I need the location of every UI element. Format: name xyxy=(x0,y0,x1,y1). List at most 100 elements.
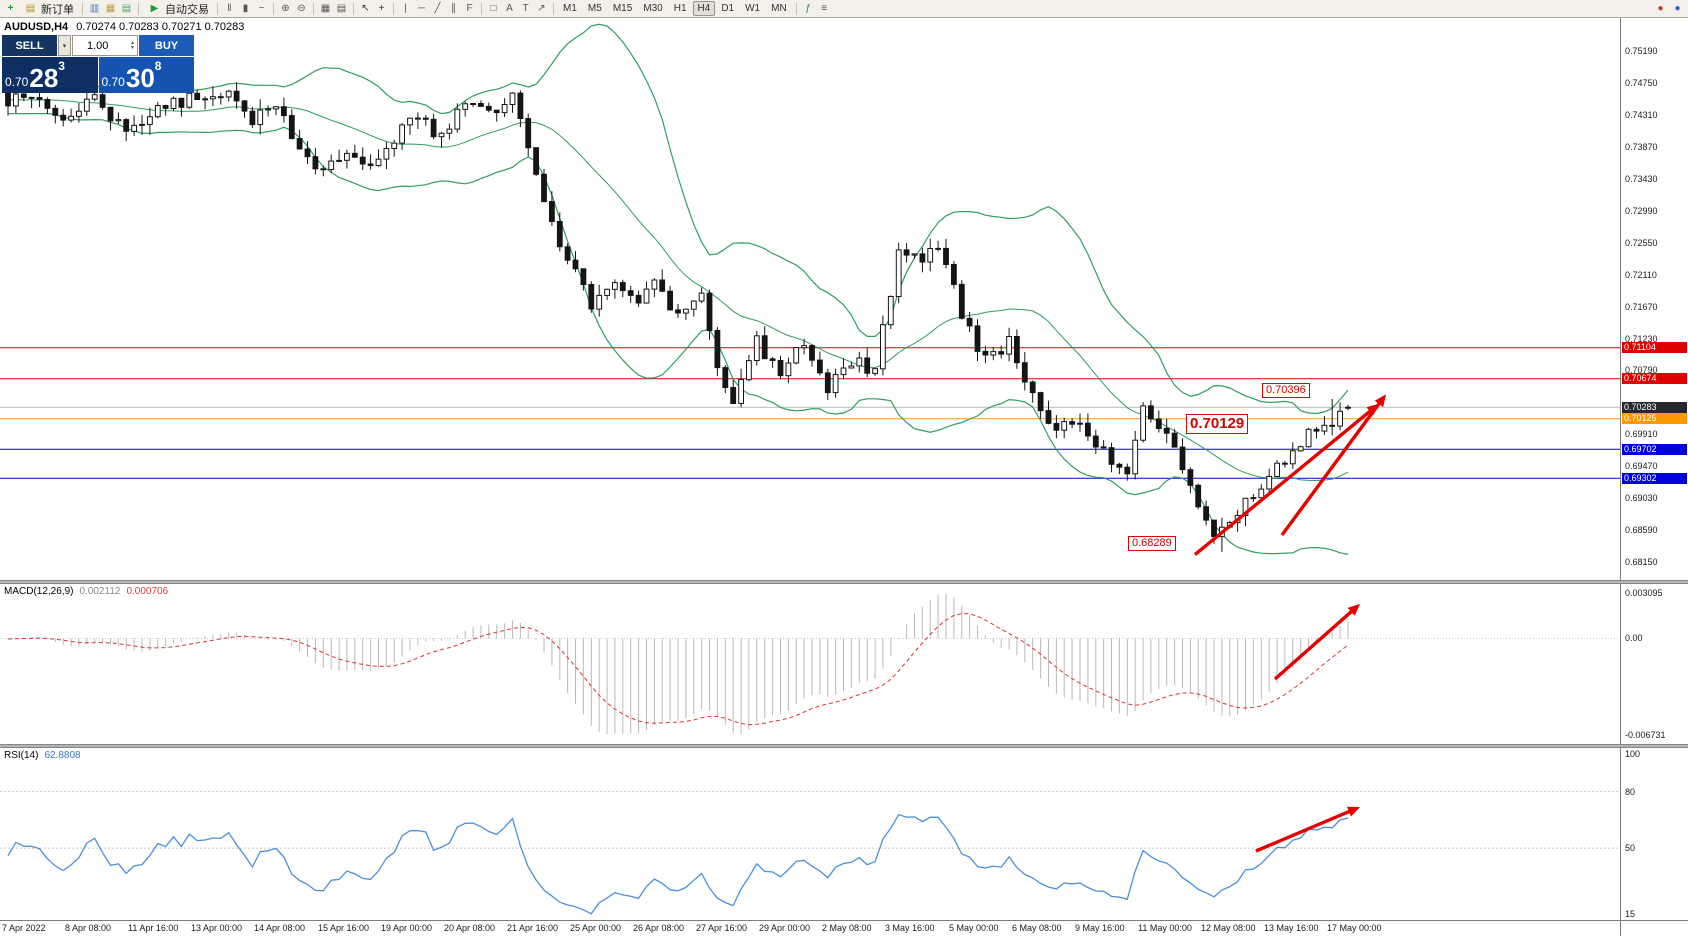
hline-price-label: 0.70674 xyxy=(1622,373,1687,385)
toolbar-separator xyxy=(795,2,797,15)
bid-quote[interactable]: 0.70 28 3 xyxy=(2,57,98,93)
time-axis-label: 14 Apr 08:00 xyxy=(254,923,306,933)
timeframe-h4[interactable]: H4 xyxy=(692,1,716,16)
timeframe-m30[interactable]: M30 xyxy=(643,3,663,14)
one-click-trading-panel: SELL ▾ 1.00 ▲ ▼ BUY 0.70 28 3 0.70 xyxy=(2,35,194,93)
time-axis-label: 11 May 00:00 xyxy=(1138,923,1192,933)
new-chart-icon[interactable]: + xyxy=(7,2,14,14)
time-axis-label: 9 May 16:00 xyxy=(1075,923,1125,933)
alert-icon[interactable]: ● xyxy=(1657,2,1664,14)
price-axis-tick: 0.75190 xyxy=(1625,46,1658,57)
price-axis-tick: 0.68590 xyxy=(1625,524,1658,535)
time-axis-label: 15 Apr 16:00 xyxy=(318,923,370,933)
time-axis-label: 17 May 00:00 xyxy=(1327,923,1382,933)
rsi-axis[interactable]: 100 80 50 15 xyxy=(1620,748,1688,920)
templates-icon[interactable]: ≡ xyxy=(821,2,828,14)
fibonacci-icon[interactable]: F xyxy=(466,2,473,14)
text-label-icon[interactable]: T xyxy=(522,2,529,14)
price-annotation: 0.70129 xyxy=(1186,414,1249,434)
arrows-icon[interactable]: ↗ xyxy=(537,2,546,14)
macd-label: MACD(12,26,9) 0.002112 0.000706 xyxy=(4,586,168,597)
ask-quote[interactable]: 0.70 30 8 xyxy=(98,57,194,93)
time-axis-label: 7 Apr 2022 xyxy=(2,923,46,933)
timeframe-h1[interactable]: H1 xyxy=(673,3,687,14)
zoom-out-icon[interactable]: ⊖ xyxy=(297,2,306,14)
toolbar-separator xyxy=(393,2,394,15)
buy-button[interactable]: BUY xyxy=(139,35,194,56)
panel-separator[interactable] xyxy=(0,580,1688,584)
rsi-axis-tick: 50 xyxy=(1625,843,1636,854)
time-axis-label: 11 Apr 16:00 xyxy=(128,923,179,933)
price-axis-tick: 0.71230 xyxy=(1625,333,1658,344)
macd-axis-tick: -0.006731 xyxy=(1625,730,1666,740)
price-axis-tick: 0.68150 xyxy=(1625,556,1658,567)
hline-price-label: 0.69702 xyxy=(1622,443,1687,455)
macd-svg xyxy=(0,594,1620,734)
text-icon[interactable]: A xyxy=(506,2,513,14)
new-order-button[interactable]: ▤ 新订单 xyxy=(19,1,78,17)
rsi-axis-tick: 100 xyxy=(1625,749,1641,759)
price-axis-tick: 0.72550 xyxy=(1625,237,1658,248)
rsi-name: RSI(14) xyxy=(4,750,39,761)
volume-spinner[interactable]: ▲ ▼ xyxy=(130,39,135,51)
price-axis-tick: 0.70790 xyxy=(1625,365,1658,376)
macd-main-value: 0.002112 xyxy=(79,586,121,597)
data-window-icon[interactable]: ▦ xyxy=(105,2,116,14)
macd-signal-value: 0.000706 xyxy=(126,586,169,597)
channel-icon[interactable]: ∥ xyxy=(451,2,456,14)
ask-pipette: 8 xyxy=(154,59,162,73)
toolbar-separator xyxy=(313,2,314,15)
sell-button[interactable]: SELL xyxy=(2,35,57,56)
toolbar-separator xyxy=(481,2,482,15)
timeframe-d1[interactable]: D1 xyxy=(721,3,735,14)
horizontal-line-icon[interactable]: ─ xyxy=(417,2,426,14)
time-axis[interactable]: 7 Apr 2022 8 Apr 08:00 11 Apr 16:00 13 Apr … xyxy=(0,920,1688,936)
shapes-icon[interactable]: □ xyxy=(490,2,497,14)
time-axis-label: 6 May 08:00 xyxy=(1012,923,1062,933)
price-axis-tick: 0.69910 xyxy=(1625,429,1658,440)
timeframe-m15[interactable]: M15 xyxy=(612,3,633,14)
price-annotation: 0.68289 xyxy=(1128,536,1176,552)
timeframe-w1[interactable]: W1 xyxy=(745,3,761,14)
bar-chart-icon[interactable]: ‖ xyxy=(227,2,232,14)
crosshair-icon[interactable]: + xyxy=(378,2,385,14)
price-axis-tick: 0.69470 xyxy=(1625,461,1658,472)
autotrading-label: 自动交易 xyxy=(165,3,209,16)
new-order-label: 新订单 xyxy=(41,3,74,16)
price-axis[interactable]: 0.75190 0.74750 0.74310 0.73870 0.73430 0.729… xyxy=(1620,18,1688,580)
ask-prefix: 0.70 xyxy=(101,75,125,89)
indicators-icon[interactable]: ƒ xyxy=(805,2,811,14)
ask-big-digits: 30 xyxy=(125,63,155,93)
zoom-in-icon[interactable]: ⊕ xyxy=(281,2,290,14)
timeframe-mn[interactable]: MN xyxy=(771,3,787,14)
candlestick-chart-icon[interactable]: ▮ xyxy=(242,2,249,14)
time-axis-label: 25 Apr 00:00 xyxy=(570,923,622,933)
community-icon[interactable]: ● xyxy=(1674,2,1681,14)
rsi-canvas[interactable]: RSI(14) 62.8808 xyxy=(0,748,1620,920)
timeframe-m1[interactable]: M1 xyxy=(563,3,577,14)
macd-canvas[interactable]: MACD(12,26,9) 0.002112 0.000706 xyxy=(0,584,1620,744)
toolbar-separator xyxy=(138,2,139,15)
cursor-icon[interactable]: ↖ xyxy=(361,2,370,14)
line-chart-icon[interactable]: ~ xyxy=(258,2,265,14)
volume-value: 1.00 xyxy=(87,39,109,52)
market-watch-icon[interactable]: ▥ xyxy=(89,2,100,14)
price-annotation: 0.70396 xyxy=(1262,383,1310,399)
time-axis-label: 13 May 16:00 xyxy=(1264,923,1319,933)
toolbar-right-group: ● ● xyxy=(1653,1,1685,16)
volume-dropdown-button[interactable]: ▾ xyxy=(58,35,71,56)
autotrading-button[interactable]: ▶ 自动交易 xyxy=(143,1,213,17)
price-chart-svg xyxy=(0,23,1620,556)
volume-input[interactable]: 1.00 ▲ ▼ xyxy=(72,35,138,56)
macd-axis[interactable]: 0.003095 0.00 -0.006731 xyxy=(1620,584,1688,744)
macd-panel: MACD(12,26,9) 0.002112 0.000706 0.003095 0.… xyxy=(0,584,1688,744)
cascade-windows-icon[interactable]: ▤ xyxy=(336,2,347,14)
tile-windows-icon[interactable]: ▦ xyxy=(320,2,331,14)
macd-axis-tick: 0.003095 xyxy=(1625,588,1663,598)
panel-separator[interactable] xyxy=(0,744,1688,748)
navigator-icon[interactable]: ▤ xyxy=(121,2,132,14)
trendline-icon[interactable]: ╱ xyxy=(434,2,441,14)
timeframe-m5[interactable]: M5 xyxy=(587,3,602,14)
price-chart-canvas[interactable]: AUDUSD,H4 0.70274 0.70283 0.70271 0.70283… xyxy=(0,18,1620,580)
vertical-line-icon[interactable]: | xyxy=(404,2,407,14)
